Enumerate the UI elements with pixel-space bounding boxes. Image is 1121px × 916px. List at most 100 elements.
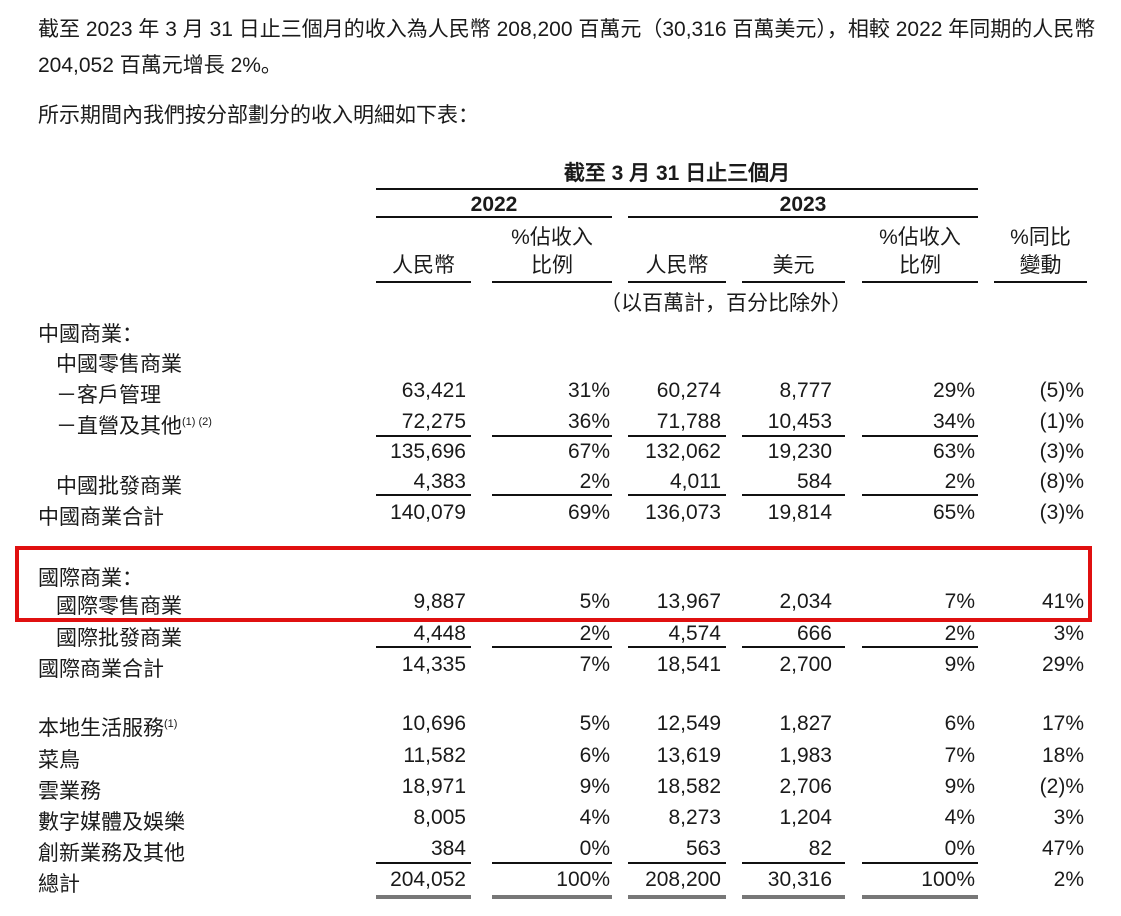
cell: (3)%	[1039, 501, 1084, 524]
table-row: 135,696 67% 132,062 19,230 63% (3)%	[0, 440, 1121, 471]
cell: 10,453	[767, 410, 832, 433]
intro-paragraph-table-lead: 所示期間內我們按分部劃分的收入明細如下表：	[38, 104, 479, 127]
cell: 140,079	[390, 501, 466, 524]
cell: 208,200	[645, 868, 721, 891]
cell: 5%	[579, 590, 610, 613]
table-row: 本地生活服務(1) 10,696 5% 12,549 1,827 6% 17%	[0, 712, 1121, 743]
row-label: 數字媒體及娛樂	[38, 811, 185, 834]
col-rule	[628, 281, 726, 283]
cell: 9,887	[413, 590, 466, 613]
cell: 4%	[579, 806, 610, 829]
footnote-ref: (1)	[164, 718, 178, 730]
subtotal-rule	[376, 435, 471, 437]
cell: 1,827	[779, 712, 832, 735]
row-label: 國際商業：	[38, 567, 143, 590]
double-rule	[742, 895, 845, 899]
cell: 204,052	[390, 868, 466, 891]
cell: 2,706	[779, 775, 832, 798]
intro-paragraph-revenue: 截至 2023 年 3 月 31 日止三個月的收入為人民幣 208,200 百萬…	[38, 18, 1096, 77]
cell: 18,541	[656, 653, 721, 676]
row-label: 中國批發商業	[56, 475, 182, 498]
cell: 34%	[932, 410, 975, 433]
cell: 4,574	[668, 622, 721, 645]
cell: 13,619	[656, 744, 721, 767]
cell: 29%	[932, 379, 975, 402]
cell: 4,011	[670, 470, 721, 493]
cell: 13,967	[656, 590, 721, 613]
cell: 71,788	[656, 410, 721, 433]
row-label: 中國零售商業	[56, 353, 182, 376]
cell: (2)%	[1039, 775, 1084, 798]
cell: 584	[796, 470, 832, 493]
table-row: 中國商業合計 140,079 69% 136,073 19,814 65% (3…	[0, 501, 1121, 532]
row-label: 總計	[38, 873, 80, 896]
subtotal-rule	[628, 494, 726, 496]
table-row: 國際批發商業 4,448 2% 4,574 666 2% 3%	[0, 622, 1121, 653]
cell: 136,073	[645, 501, 721, 524]
table-row: 國際商業合計 14,335 7% 18,541 2,700 9% 29%	[0, 653, 1121, 684]
cell: 11,582	[403, 744, 466, 767]
cell: 18%	[1041, 744, 1084, 767]
subtotal-rule	[376, 494, 471, 496]
cell: 132,062	[645, 440, 721, 463]
cell: 12,549	[656, 712, 721, 735]
cell: (8)%	[1039, 470, 1084, 493]
cell: 3%	[1053, 622, 1084, 645]
row-label: 國際商業合計	[38, 658, 164, 681]
header-rule	[376, 188, 978, 190]
cell: 60,274	[656, 379, 721, 402]
subtotal-rule	[376, 646, 471, 648]
cell: 2,700	[779, 653, 832, 676]
cell: 41%	[1041, 590, 1084, 613]
cell: 69%	[567, 501, 610, 524]
cell: 0%	[579, 837, 610, 860]
period-header: 截至 3 月 31 日止三個月	[563, 162, 791, 185]
col-pct-2023: %佔收入 比例	[879, 226, 961, 277]
cell: 8,273	[668, 806, 721, 829]
col-rmb-2022: 人民幣	[392, 254, 455, 277]
cell: 1,983	[779, 744, 832, 767]
total-rule	[862, 862, 978, 864]
cell: (1)%	[1039, 410, 1084, 433]
total-rule	[628, 862, 726, 864]
table-row: 中國批發商業 4,383 2% 4,011 584 2% (8)%	[0, 470, 1121, 501]
double-rule	[492, 895, 612, 899]
cell: 18,971	[401, 775, 466, 798]
subtotal-rule	[628, 435, 726, 437]
cell: 2,034	[779, 590, 832, 613]
cell: 3%	[1053, 806, 1084, 829]
row-label: －客戶管理	[56, 384, 161, 407]
cell: 384	[430, 837, 466, 860]
subtotal-rule	[628, 646, 726, 648]
subtotal-rule	[742, 646, 845, 648]
total-rule	[376, 862, 471, 864]
total-rule	[492, 862, 612, 864]
cell: 2%	[579, 470, 610, 493]
subtotal-rule	[492, 435, 612, 437]
double-rule	[376, 895, 471, 899]
cell: 4%	[944, 806, 975, 829]
cell: 29%	[1041, 653, 1084, 676]
table-row: －客戶管理 63,421 31% 60,274 8,777 29% (5)%	[0, 379, 1121, 410]
year-rule-2022	[376, 216, 612, 218]
subtotal-rule	[862, 646, 978, 648]
row-label: 創新業務及其他	[38, 842, 185, 865]
table-row: 中國零售商業	[0, 348, 1121, 379]
cell: 9%	[944, 653, 975, 676]
cell: 7%	[944, 744, 975, 767]
cell: 8,005	[413, 806, 466, 829]
row-label: 國際批發商業	[56, 627, 182, 650]
col-rmb-2023: 人民幣	[645, 254, 709, 277]
row-label: －直營及其他(1) (2)	[56, 415, 212, 438]
table-row-total: 總計 204,052 100% 208,200 30,316 100% 2%	[0, 868, 1121, 899]
cell: 7%	[944, 590, 975, 613]
cell: 5%	[579, 712, 610, 735]
row-label: 雲業務	[38, 780, 101, 803]
subtotal-rule	[742, 494, 845, 496]
cell: 9%	[579, 775, 610, 798]
cell: 10,696	[401, 712, 466, 735]
cell: 19,814	[767, 501, 832, 524]
cell: 0%	[944, 837, 975, 860]
row-label: 菜鳥	[38, 749, 80, 772]
col-rule	[862, 281, 978, 283]
